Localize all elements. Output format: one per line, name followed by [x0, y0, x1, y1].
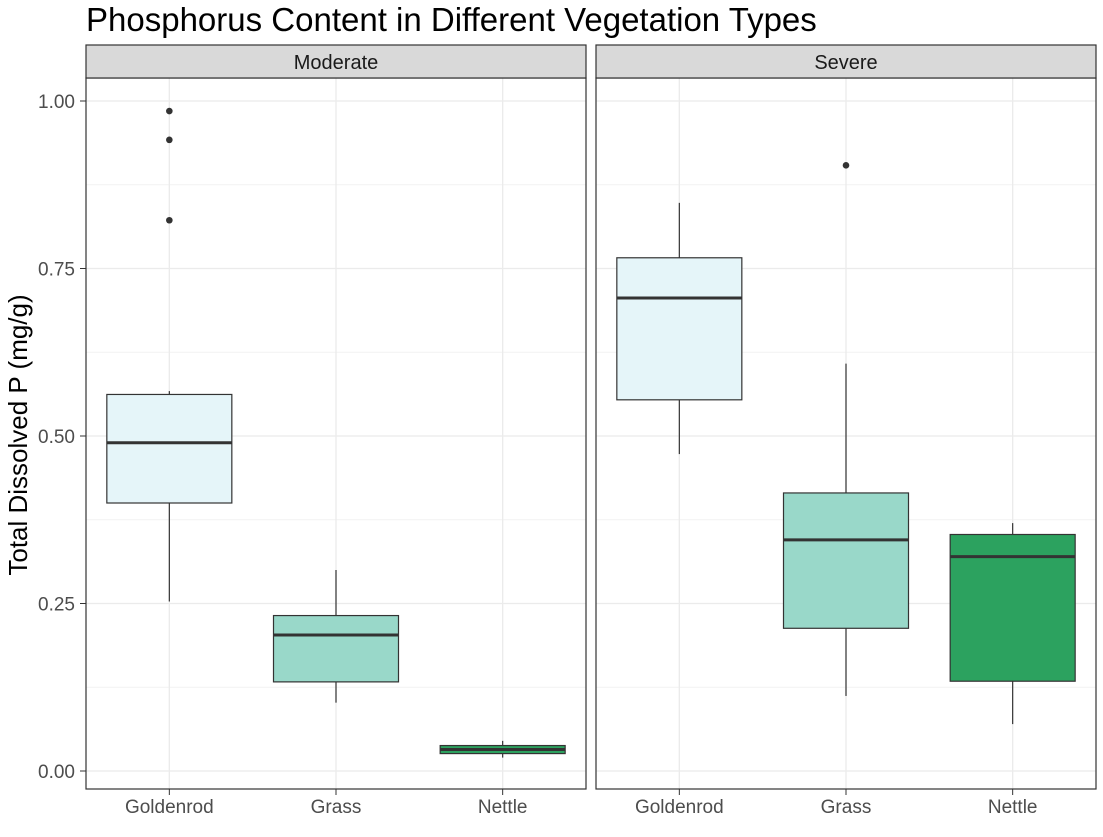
y-tick-label: 0.75 [38, 260, 75, 281]
x-tick-label: Goldenrod [125, 797, 214, 818]
severe-grass-box [782, 492, 910, 629]
moderate-grass-box [272, 614, 400, 683]
x-tick-label: Nettle [988, 797, 1038, 818]
severe-nettle-box [949, 533, 1076, 682]
moderate-goldenrod-outlier [166, 136, 173, 144]
x-tick-label: Goldenrod [635, 797, 724, 818]
y-tick-label: 0.00 [38, 762, 75, 783]
y-tick-label: 1.00 [38, 92, 75, 113]
y-tick-label: 0.25 [38, 595, 75, 616]
facet-strip-label: Severe [814, 52, 877, 74]
moderate-goldenrod-box [106, 393, 233, 504]
panel-moderate: Moderate Goldenrod Grass Nettle [85, 44, 587, 818]
y-tick-label: 0.50 [38, 427, 75, 448]
panel-severe: Severe Goldenrod Grass Nettle [595, 44, 1097, 818]
chart-title: Phosphorus Content in Different Vegetati… [86, 1, 817, 38]
facet-strip [595, 44, 1097, 79]
severe-goldenrod-box [616, 257, 743, 401]
moderate-goldenrod-outlier [166, 107, 173, 115]
severe-grass-outlier [842, 162, 850, 169]
facet-strip-label: Moderate [294, 52, 379, 74]
x-tick-label: Grass [821, 797, 872, 818]
y-axis: 0.00 0.25 0.50 0.75 1.00 [38, 92, 86, 783]
moderate-goldenrod-outlier [166, 216, 173, 224]
facet-strip [85, 44, 587, 79]
x-tick-label: Grass [311, 797, 362, 818]
x-tick-label: Nettle [478, 797, 528, 818]
y-axis-title: Total Dissolved P (mg/g) [3, 294, 33, 575]
